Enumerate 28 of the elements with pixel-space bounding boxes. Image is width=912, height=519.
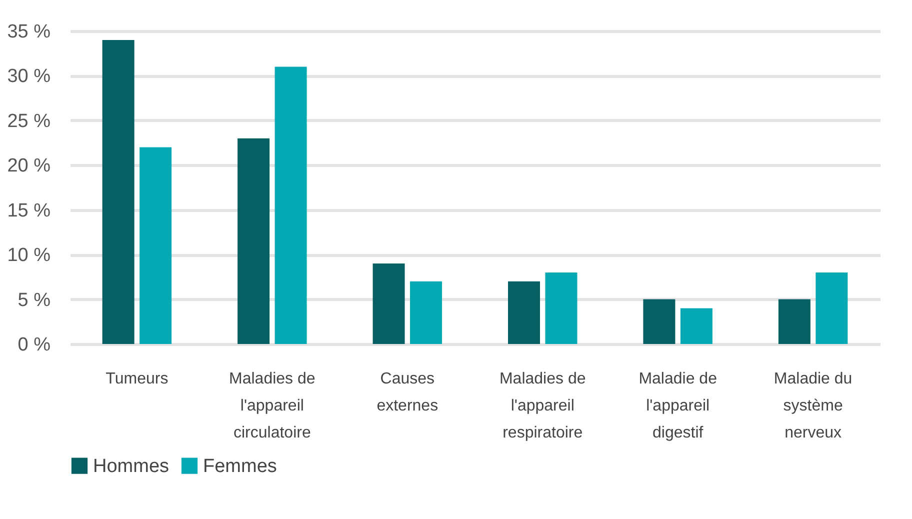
y-tick-label: 10 % [7,245,51,266]
legend-label: Femmes [203,456,277,477]
bar [140,147,172,344]
x-tick-label: Causes externes [376,370,438,414]
x-tick-label: Maladies de l'appareil respiratoire [499,370,586,442]
x-tick-label: Maladie du système nerveux [774,370,852,442]
y-tick-label: 0 % [18,334,51,356]
bar [372,264,405,344]
bar [816,272,848,344]
legend-label: Hommes [93,456,170,477]
bar [238,138,270,344]
y-tick-label: 30 % [7,66,51,88]
bar [274,66,307,344]
bar [643,299,676,344]
bar [778,299,810,344]
bar [410,281,442,344]
bar [508,281,540,344]
bar [102,40,134,344]
y-tick-label: 5 % [18,290,51,311]
bar [680,308,712,344]
x-tick-label: Maladie de l'appareil digestif [638,370,718,442]
bar [545,272,578,344]
y-tick-label: 35 % [7,22,51,42]
x-tick-label: Tumeurs [106,370,168,388]
y-tick-label: 20 % [7,156,51,177]
x-tick-label: Maladies de l'appareil circulatoire [229,370,316,442]
y-tick-label: 15 % [7,200,51,222]
y-tick-label: 25 % [7,110,51,132]
